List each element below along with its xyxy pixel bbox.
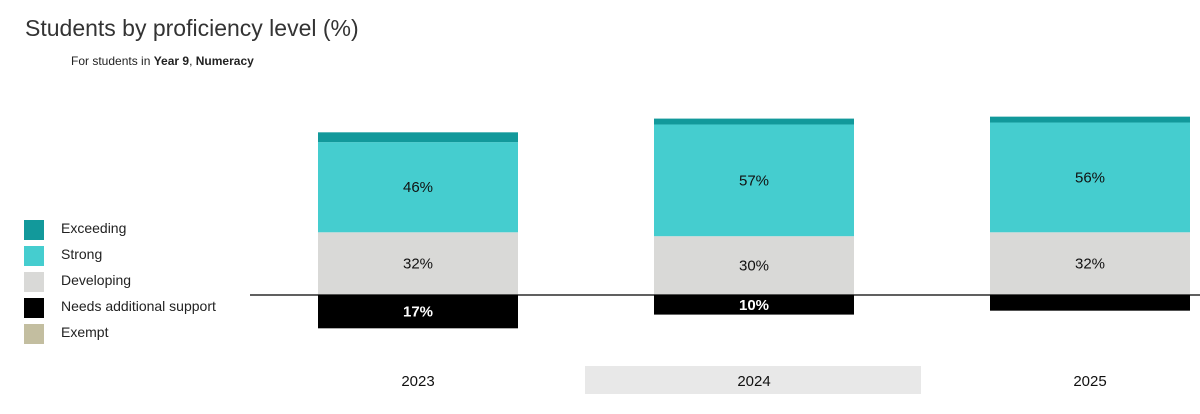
legend-swatch-needs-additional-support [24, 298, 44, 318]
legend-item-needs-additional-support: Needs additional support [24, 296, 244, 322]
data-label-needs-additional-support-2024: 10% [739, 297, 769, 314]
legend-label-strong: Strong [61, 246, 103, 262]
bar-developing-2025 [990, 232, 1190, 295]
x-tick-label-2024: 2024 [737, 373, 770, 390]
subtitle-year: Year 9 [153, 54, 190, 68]
legend-item-exceeding: Exceeding [24, 218, 244, 244]
chart-legend: Exceeding Strong Developing Needs additi… [24, 218, 244, 348]
legend-swatch-exempt [24, 324, 44, 344]
subtitle-separator: , [189, 54, 196, 68]
legend-swatch-exceeding [24, 220, 44, 240]
bar-exceeding-2023 [318, 132, 518, 143]
legend-item-strong: Strong [24, 244, 244, 270]
legend-item-developing: Developing [24, 270, 244, 296]
bar-needs-additional-support-2023 [318, 295, 518, 329]
highlight-band-2024 [585, 366, 921, 394]
data-label-needs-additional-support-2023: 17% [403, 304, 433, 321]
chart-subtitle: For students in Year 9, Numeracy [71, 54, 254, 68]
legend-item-exempt: Exempt [24, 322, 244, 348]
subtitle-domain: Numeracy [195, 54, 254, 68]
x-tick-label-2023: 2023 [401, 373, 434, 390]
bar-exceeding-2025 [990, 116, 1190, 123]
legend-swatch-strong [24, 246, 44, 266]
legend-swatch-developing [24, 272, 44, 292]
bar-exceeding-2024 [654, 118, 854, 125]
bar-developing-2024 [654, 236, 854, 295]
data-label-strong-2023: 46% [403, 179, 433, 196]
bar-strong-2024 [654, 124, 854, 237]
bar-strong-2025 [990, 122, 1190, 233]
data-label-strong-2024: 57% [739, 172, 769, 189]
data-label-developing-2023: 32% [403, 256, 433, 273]
legend-label-exceeding: Exceeding [61, 220, 127, 236]
bar-strong-2023 [318, 142, 518, 233]
bar-developing-2023 [318, 232, 518, 295]
data-label-strong-2025: 56% [1075, 169, 1105, 186]
legend-label-developing: Developing [61, 272, 132, 288]
x-tick-label-2025: 2025 [1073, 373, 1106, 390]
subtitle-prefix: For students in [71, 54, 154, 68]
data-label-developing-2024: 30% [739, 258, 769, 275]
bar-needs-additional-support-2024 [654, 295, 854, 315]
legend-label-needs-additional-support: Needs additional support [61, 298, 216, 314]
legend-label-exempt: Exempt [61, 324, 109, 340]
chart-title: Students by proficiency level (%) [25, 15, 359, 41]
data-label-developing-2025: 32% [1075, 256, 1105, 273]
bar-needs-additional-support-2025 [990, 295, 1190, 311]
